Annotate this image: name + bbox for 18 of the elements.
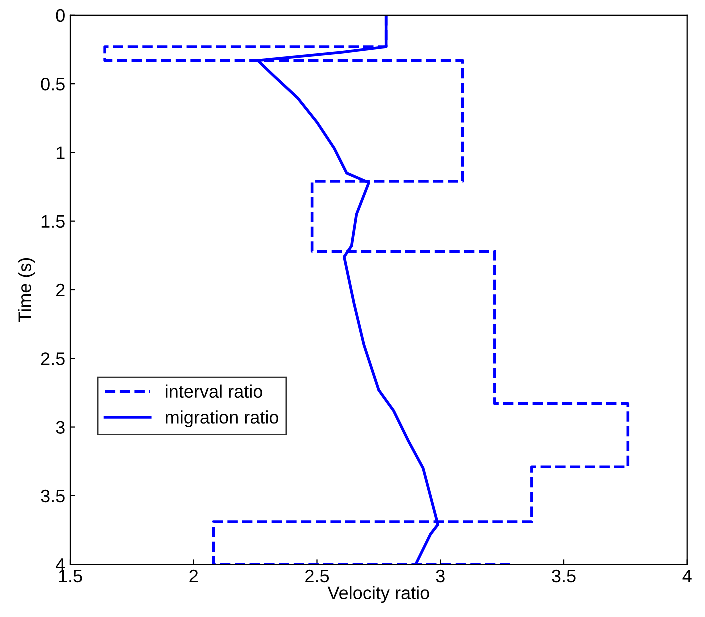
x-tick-label: 2 — [190, 570, 198, 582]
x-tick-label: 3.5 — [552, 570, 576, 583]
y-tick-label: 2.5 — [41, 352, 65, 366]
legend-label: interval ratio — [166, 384, 262, 398]
y-tick-label: 1 — [56, 146, 65, 160]
y-tick-label: 0.5 — [41, 78, 65, 91]
y-tick-label: 3 — [56, 421, 65, 434]
x-tick-label: 2.5 — [306, 570, 330, 583]
legend-label: migration ratio — [166, 410, 278, 428]
y-tick-label: 3.5 — [41, 490, 65, 503]
y-tick-label: 0 — [56, 9, 65, 22]
y-tick-label: 4 — [56, 558, 66, 572]
y-tick-label: 1.5 — [42, 215, 65, 228]
x-axis-title: Velocity ratio — [328, 586, 430, 604]
y-axis-title: Time (s) — [18, 258, 35, 322]
x-tick-label: 3 — [436, 570, 445, 583]
x-tick-label: 4 — [682, 570, 692, 582]
y-tick-label: 2 — [56, 284, 65, 297]
